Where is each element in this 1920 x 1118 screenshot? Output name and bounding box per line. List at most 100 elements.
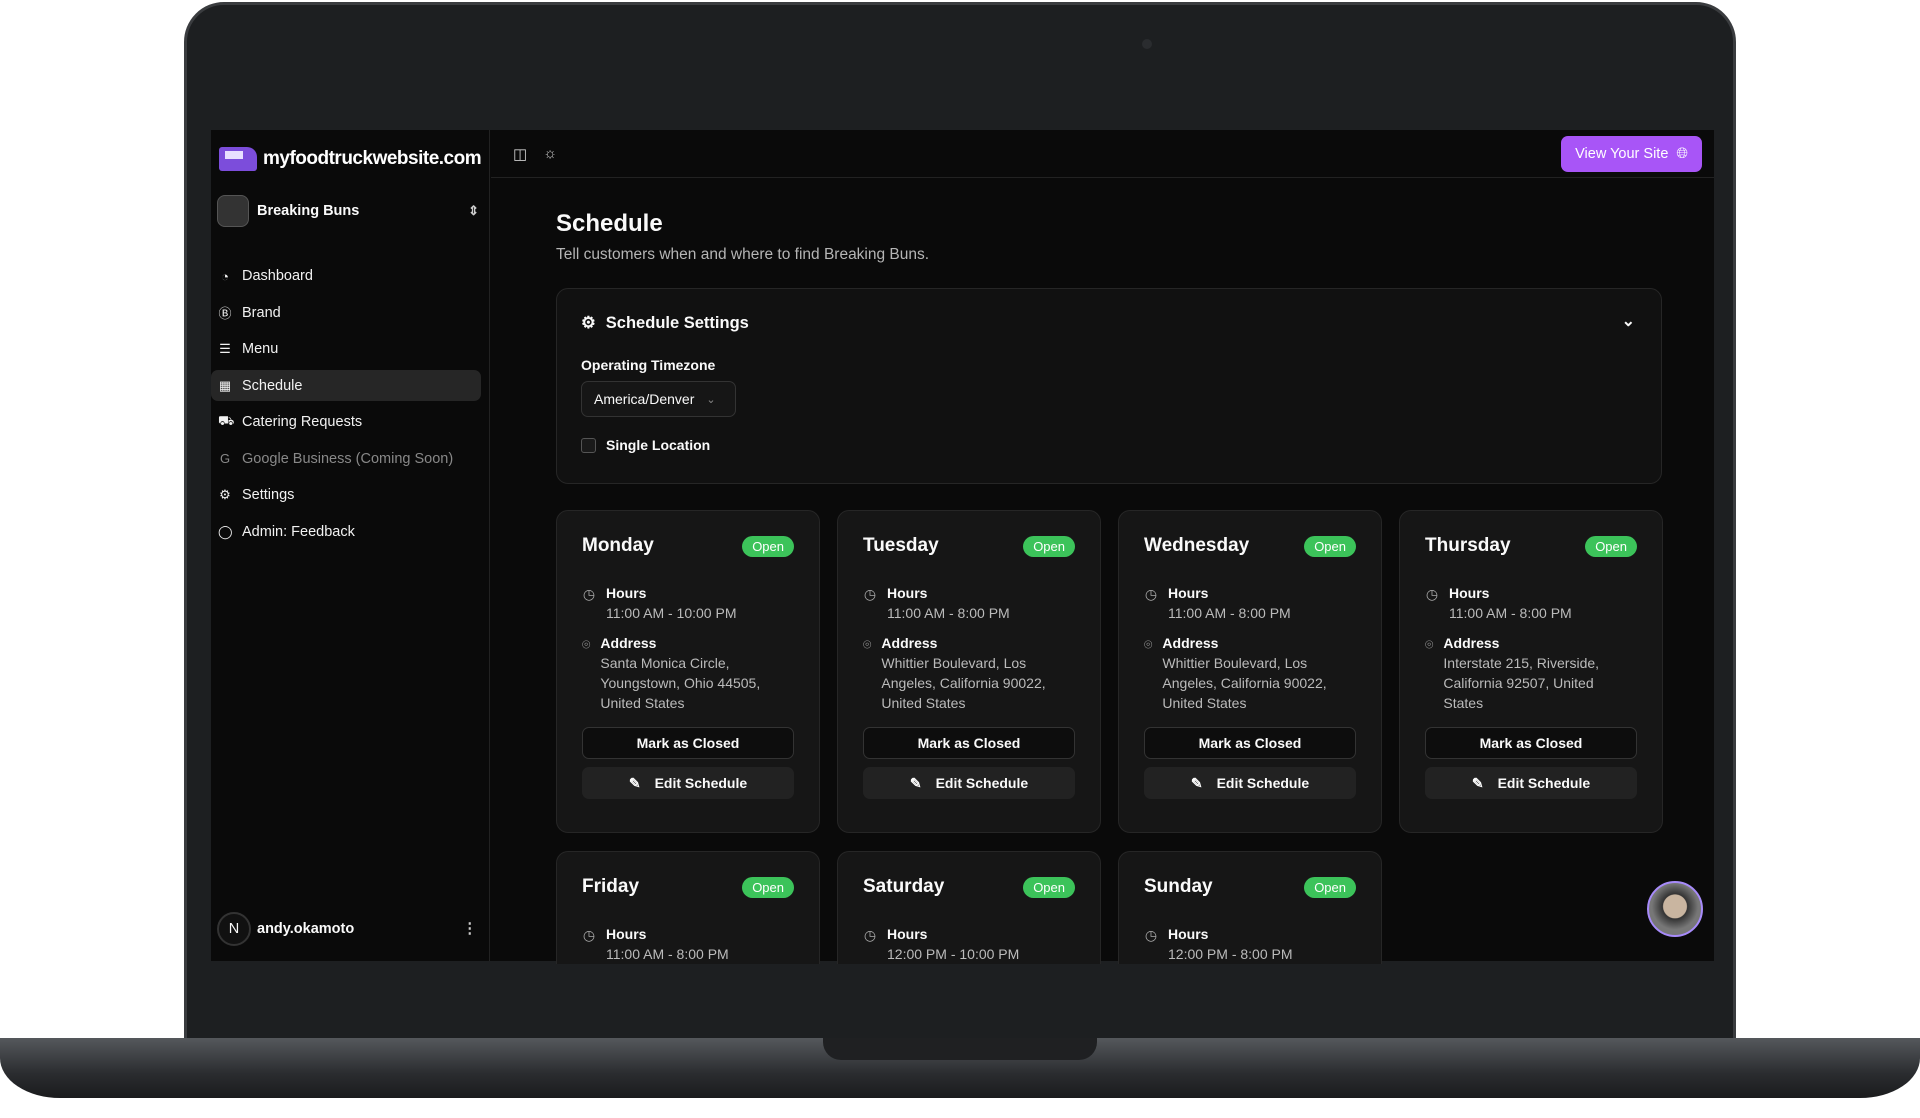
logo-text: myfoodtruckwebsite.com [263,148,482,169]
mark-closed-button[interactable]: Mark as Closed [1425,727,1637,759]
calendar-icon: ▦ [218,377,232,393]
sidebar-nav: ◔ Dashboard Ⓑ Brand ☰ Menu ▦ Schedule ⛟ Catering … [211,255,481,553]
day-name: Sunday [1144,876,1213,897]
address-label: Address [600,635,657,651]
app-window: myfoodtruckwebsite.com Breaking Buns ⇕ ◔ D… [211,130,1714,964]
sidebar-item-admin[interactable]: ◯ Admin: Feedback [211,516,481,547]
address-value: Whittier Boulevard, Los Angeles, Califor… [1162,655,1327,711]
timezone-select[interactable]: America/Denver ⌄ [581,381,736,417]
food-truck-icon [219,147,257,171]
gauge-icon: ◔ [221,268,229,284]
status-badge: Open [1304,535,1356,557]
edit-schedule-button[interactable]: ✎ Edit Schedule [582,767,794,799]
sidebar-item-label: Menu [242,341,279,357]
hours-value: 11:00 AM - 8:00 PM [1168,605,1291,621]
camera [1142,39,1152,49]
edit-icon: ✎ [1190,774,1203,791]
gear-icon: ⚙ [581,314,596,332]
map-pin-icon: ⌾ [1144,636,1153,652]
sidebar-item-dashboard[interactable]: ◔ Dashboard [211,261,481,292]
map-pin-icon: ⌾ [1425,636,1434,652]
clock-icon: ◷ [863,586,877,602]
mark-closed-button[interactable]: Mark as Closed [863,727,1075,759]
status-badge: Open [742,535,794,557]
username: andy.okamoto [257,921,355,937]
edit-label: Edit Schedule [1216,775,1310,791]
globe-icon: 🌐︎ [1676,146,1688,162]
day-name: Monday [582,535,654,556]
view-site-button[interactable]: View Your Site 🌐︎ [1561,136,1702,172]
edit-schedule-button[interactable]: ✎ Edit Schedule [863,767,1075,799]
google-icon: G [219,451,231,466]
chat-icon: ◯ [218,523,233,539]
hours-label: Hours [1168,926,1209,942]
hours-label: Hours [887,926,928,942]
truck-icon: ⛟ [218,413,235,428]
hours-value: 11:00 AM - 8:00 PM [606,946,729,962]
sidebar-item-brand[interactable]: Ⓑ Brand [211,297,481,328]
day-card-tuesday: Tuesday Open ◷ Hours 11:00 AM - 8:00 PM ⌾ Add… [837,510,1101,833]
page-title: Schedule [556,210,663,237]
address-value: Interstate 215, Riverside, California 92… [1443,655,1600,711]
day-name: Friday [582,876,640,897]
status-badge: Open [1023,876,1075,898]
status-badge: Open [1023,535,1075,557]
clock-icon: ◷ [582,927,596,943]
more-vertical-icon[interactable]: ⋮ [462,921,478,937]
sidebar-item-label: Settings [242,487,295,503]
day-name: Thursday [1425,535,1511,556]
laptop-notch [823,1038,1097,1060]
single-location-checkbox[interactable] [581,437,596,453]
status-badge: Open [742,876,794,898]
sidebar: myfoodtruckwebsite.com Breaking Buns ⇕ ◔ D… [211,130,490,961]
hours-value: 11:00 AM - 8:00 PM [887,605,1010,621]
sidebar-item-label: Schedule [242,377,303,394]
mark-closed-button[interactable]: Mark as Closed [582,727,794,759]
sidebar-item-schedule[interactable]: ▦ Schedule [211,370,481,401]
business-switcher[interactable]: Breaking Buns ⇕ [217,192,479,230]
sidebar-item-label: Catering Requests [242,414,363,430]
edit-icon: ✎ [628,774,641,791]
sidebar-item-catering[interactable]: ⛟ Catering Requests [211,407,481,438]
schedule-settings-card: ⚙ Schedule Settings ⌄ Operating Timezone A… [556,288,1662,484]
map-pin-icon: ⌾ [863,636,872,652]
logo[interactable]: myfoodtruckwebsite.com [219,138,484,180]
address-value: Whittier Boulevard, Los Angeles, Califor… [881,655,1046,711]
hours-value: 11:00 AM - 8:00 PM [1449,605,1572,621]
address-label: Address [1162,635,1219,651]
clock-icon: ◷ [1425,586,1439,602]
sidebar-item-label: Brand [242,304,281,321]
business-avatar [217,195,249,227]
hours-label: Hours [1168,585,1209,601]
day-card-thursday: Thursday Open ◷ Hours 11:00 AM - 8:00 PM ⌾ Ad… [1399,510,1663,833]
edit-icon: ✎ [909,774,922,791]
topbar: ◫ ☼ View Your Site 🌐︎ [491,130,1714,178]
sidebar-item-settings[interactable]: ⚙ Settings [211,480,481,511]
chevron-down-icon: ⌄ [706,393,716,406]
profile-avatar[interactable] [1647,881,1703,937]
edit-schedule-button[interactable]: ✎ Edit Schedule [1144,767,1356,799]
main-content: Schedule Tell customers when and where t… [556,178,1663,964]
mark-closed-button[interactable]: Mark as Closed [1144,727,1356,759]
sidebar-item-google[interactable]: G Google Business (Coming Soon) [211,443,481,474]
hours-value: 12:00 PM - 10:00 PM [887,946,1020,962]
edit-label: Edit Schedule [1497,775,1591,791]
map-pin-icon: ⌾ [582,636,591,652]
sidebar-toggle-icon[interactable]: ◫ [513,145,528,163]
burger-icon: ☰ [219,341,231,356]
sun-icon[interactable]: ☼ [543,145,557,162]
clock-icon: ◷ [1144,586,1158,602]
single-location-label: Single Location [606,437,711,453]
day-card-wednesday: Wednesday Open ◷ Hours 11:00 AM - 8:00 PM ⌾ A… [1118,510,1382,833]
clock-icon: ◷ [1144,927,1158,943]
edit-schedule-button[interactable]: ✎ Edit Schedule [1425,767,1637,799]
gear-icon: ⚙ [219,487,231,502]
sidebar-item-menu[interactable]: ☰ Menu [211,334,481,365]
view-site-label: View Your Site [1575,146,1669,162]
timezone-label: Operating Timezone [581,357,716,373]
day-card-sunday: Sunday Open ◷ Hours 12:00 PM - 8:00 PM [1118,851,1382,964]
day-card-monday: Monday Open ◷ Hours 11:00 AM - 10:00 PM ⌾ Add… [556,510,820,833]
address-label: Address [881,635,938,651]
chevron-down-icon[interactable]: ⌄ [1621,313,1635,330]
